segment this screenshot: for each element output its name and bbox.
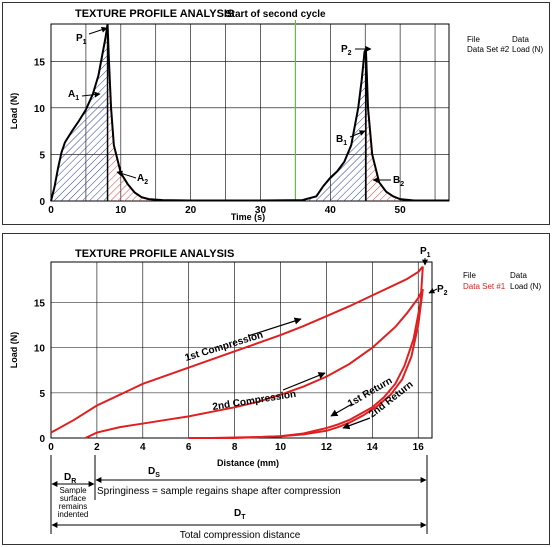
chart1-y-axis-label: Load (N) bbox=[9, 93, 19, 130]
svg-text:A1: A1 bbox=[68, 89, 79, 102]
area-b1 bbox=[302, 49, 366, 201]
x-tick-label: 0 bbox=[48, 442, 54, 453]
x-tick-label: 2 bbox=[94, 442, 100, 453]
annotation-p1-distance: P1 bbox=[420, 246, 431, 266]
annotation-a1: A1 bbox=[68, 89, 101, 102]
svg-text:Load (N): Load (N) bbox=[510, 282, 541, 291]
svg-text:remains: remains bbox=[59, 502, 87, 511]
svg-text:Sample: Sample bbox=[59, 486, 87, 495]
y-tick-label: 10 bbox=[34, 344, 46, 355]
load-time-series-line bbox=[50, 23, 449, 202]
chart1-legend-entry: Data Set #2 bbox=[467, 45, 510, 54]
y-tick-label: 15 bbox=[34, 299, 46, 310]
y-tick-label: 15 bbox=[34, 57, 46, 68]
dr-bracket: DR Sample surface remains indented bbox=[51, 472, 95, 519]
svg-text:Total compression distance: Total compression distance bbox=[180, 530, 301, 541]
ds-bracket: DS Springiness = sample regains shape af… bbox=[95, 466, 427, 497]
x-tick-label: 8 bbox=[232, 442, 238, 453]
chart2-legend: File Data Data Set #1 Load (N) bbox=[463, 271, 541, 291]
annotation-b2: B2 bbox=[372, 175, 404, 188]
annotation-p2-distance: P2 bbox=[428, 284, 448, 297]
area-a2 bbox=[107, 24, 149, 201]
x-tick-label: 16 bbox=[413, 442, 425, 453]
svg-text:P1: P1 bbox=[76, 33, 87, 46]
label-1st-compression: 1st Compression bbox=[184, 317, 302, 364]
y-tick-label: 5 bbox=[39, 389, 45, 400]
series-line-1 bbox=[50, 265, 424, 434]
chart1-legend: File Data Data Set #2 Load (N) bbox=[467, 35, 543, 54]
svg-text:A2: A2 bbox=[137, 173, 148, 186]
area-a1 bbox=[51, 24, 108, 201]
svg-text:File: File bbox=[463, 271, 476, 280]
x-tick-label: 10 bbox=[275, 442, 287, 453]
svg-text:P2: P2 bbox=[341, 44, 352, 57]
svg-text:indented: indented bbox=[58, 510, 89, 519]
svg-text:P2: P2 bbox=[437, 284, 448, 297]
y-tick-label: 0 bbox=[39, 434, 45, 445]
y-tick-label: 0 bbox=[39, 197, 45, 208]
chart2-y-axis-label: Load (N) bbox=[9, 332, 19, 369]
svg-text:DR: DR bbox=[64, 472, 76, 485]
chart2-legend-entry: Data Set #1 bbox=[463, 282, 506, 291]
svg-text:DS: DS bbox=[148, 466, 160, 479]
annotation-a2: A2 bbox=[116, 170, 148, 186]
x-tick-label: 0 bbox=[48, 205, 54, 216]
distance-chart: TEXTURE PROFILE ANALYSIS 0 2 4 6 8 10 12 14 16 0 5… bbox=[9, 246, 541, 541]
y-tick-label: 10 bbox=[34, 104, 46, 115]
y-tick-label: 5 bbox=[39, 150, 45, 161]
svg-text:Springiness = sample regains s: Springiness = sample regains shape after… bbox=[97, 486, 341, 497]
annotation-p2: P2 bbox=[341, 44, 372, 57]
x-tick-label: 14 bbox=[367, 442, 379, 453]
svg-text:Data: Data bbox=[510, 271, 527, 280]
dt-bracket: DT Total compression distance bbox=[51, 508, 427, 541]
chart2-title: TEXTURE PROFILE ANALYSIS bbox=[75, 248, 234, 260]
x-tick-label: 4 bbox=[140, 442, 146, 453]
svg-text:surface: surface bbox=[60, 494, 87, 503]
svg-text:File: File bbox=[467, 35, 480, 44]
annotation-p1: P1 bbox=[76, 26, 108, 46]
svg-text:2nd Compression: 2nd Compression bbox=[212, 389, 297, 413]
x-tick-label: 10 bbox=[115, 205, 127, 216]
x-tick-label: 50 bbox=[395, 205, 407, 216]
area-b2 bbox=[365, 49, 401, 201]
chart2-x-axis-label: Distance (mm) bbox=[217, 458, 279, 468]
annotation-b1: B1 bbox=[336, 130, 366, 147]
x-tick-label: 40 bbox=[325, 205, 337, 216]
x-tick-label: 20 bbox=[185, 205, 197, 216]
svg-text:B2: B2 bbox=[393, 175, 404, 188]
svg-text:P1: P1 bbox=[420, 246, 431, 259]
time-chart: TEXTURE PROFILE ANALYSIS 0 10 20 30 40 50 0 5 10… bbox=[9, 8, 543, 222]
svg-text:DT: DT bbox=[234, 508, 246, 521]
x-tick-label: 30 bbox=[255, 205, 267, 216]
svg-text:Data: Data bbox=[512, 35, 529, 44]
series-line-4 bbox=[211, 288, 424, 439]
x-tick-label: 6 bbox=[186, 442, 192, 453]
svg-text:Load (N): Load (N) bbox=[512, 45, 543, 54]
chart1-x-axis-label: Time (s) bbox=[231, 212, 265, 222]
distance-chart-panel bbox=[2, 233, 550, 545]
x-tick-label: 12 bbox=[321, 442, 333, 453]
second-cycle-label: Start of second cycle bbox=[225, 9, 326, 20]
svg-text:B1: B1 bbox=[336, 134, 347, 147]
series-line-3 bbox=[85, 288, 424, 439]
chart1-title: TEXTURE PROFILE ANALYSIS bbox=[75, 8, 234, 20]
distance-brackets: DR Sample surface remains indented DS Sp… bbox=[50, 455, 428, 541]
